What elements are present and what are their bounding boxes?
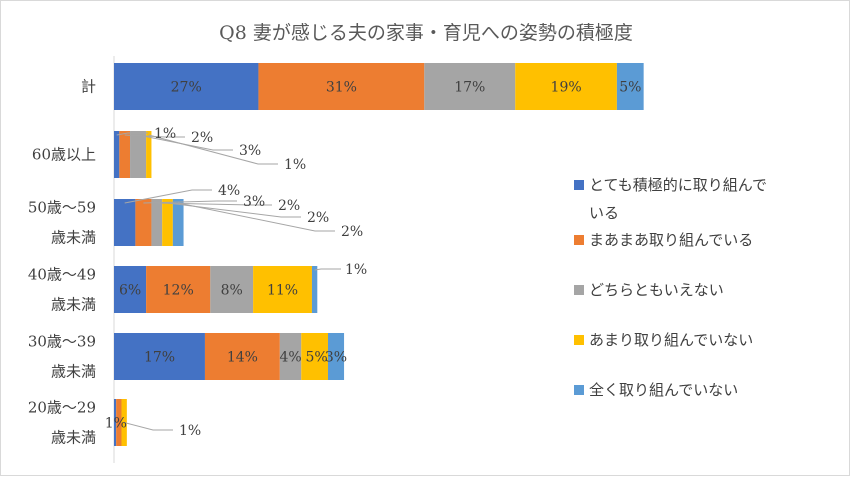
data-label: 2%: [341, 224, 363, 240]
bar-segment: [162, 199, 173, 246]
leader-line: [143, 200, 237, 204]
legend-swatch: [574, 285, 584, 295]
leader-line: [148, 134, 278, 165]
legend-label: まあまあ取り組んでいる: [589, 231, 753, 249]
category-label: 60歳以上: [32, 146, 96, 164]
data-label: 1%: [154, 126, 176, 142]
bar-segment: [119, 131, 131, 178]
data-label: 4%: [279, 350, 301, 366]
bar-segment: [258, 63, 425, 110]
category-label: 30歳～39: [28, 333, 96, 351]
category-label: 歳未満: [51, 229, 96, 247]
legend-label: 全く取り組んでいない: [589, 381, 738, 399]
data-label: 2%: [278, 198, 300, 214]
bar-segment: [515, 63, 617, 110]
data-label: 1%: [284, 157, 306, 173]
bar-segment: [114, 266, 147, 313]
data-label: 31%: [326, 80, 357, 96]
bar-segment: [253, 266, 312, 313]
data-label: 19%: [551, 80, 582, 96]
bar-segment: [328, 333, 345, 380]
bar-segment: [301, 333, 328, 380]
bar-segment: [279, 333, 302, 380]
data-label: 1%: [179, 423, 201, 439]
bar-segment: [114, 199, 136, 246]
data-label: 6%: [119, 283, 141, 299]
bar-segment: [146, 131, 152, 178]
data-label: 5%: [305, 350, 327, 366]
data-label: 3%: [239, 143, 261, 159]
leader-line: [124, 189, 212, 204]
data-label: 12%: [163, 283, 194, 299]
bar-segment: [114, 63, 259, 110]
bar-segment: [151, 199, 163, 246]
legend-swatch: [574, 335, 584, 345]
legend-label: あまり取り組んでいない: [589, 331, 753, 349]
category-label: 歳未満: [51, 363, 96, 381]
bar-segment: [146, 266, 211, 313]
leader-line: [124, 134, 185, 138]
leader-line: [178, 202, 335, 232]
bar-segment: [311, 266, 318, 313]
data-label: 3%: [243, 194, 265, 210]
leader-line: [138, 134, 233, 151]
category-label: 計: [81, 78, 96, 96]
bar-segment: [204, 333, 280, 380]
data-label: 4%: [218, 183, 240, 199]
bar-segment: [116, 399, 122, 446]
data-label: 2%: [307, 210, 329, 226]
category-label: 40歳～49: [28, 266, 96, 284]
data-label: 17%: [454, 80, 485, 96]
data-label: 1%: [345, 262, 367, 278]
category-label: 50歳～59: [28, 199, 96, 217]
legend-swatch: [574, 235, 584, 245]
data-label: 2%: [191, 130, 213, 146]
data-label: 3%: [325, 350, 347, 366]
chart-title: Q8 妻が感じる夫の家事・育児への姿勢の積極度: [219, 22, 633, 44]
bar-segment: [121, 399, 127, 446]
legend-label: どちらともいえない: [589, 281, 724, 299]
leader-line: [156, 202, 272, 206]
leader-line: [314, 268, 341, 271]
data-label: 27%: [171, 80, 202, 96]
bar-segment: [114, 131, 120, 178]
legend-label: いる: [589, 204, 619, 222]
legend-swatch: [574, 180, 584, 190]
leader-line: [167, 202, 301, 218]
data-label: 14%: [227, 350, 258, 366]
category-label: 歳未満: [51, 429, 96, 447]
data-label: 11%: [267, 283, 298, 299]
data-label: 5%: [619, 80, 641, 96]
data-label: 17%: [144, 350, 175, 366]
legend-label: とても積極的に取り組んで: [589, 176, 767, 194]
data-label: 1%: [105, 416, 127, 432]
category-label: 歳未満: [51, 296, 96, 314]
leader-line: [124, 422, 173, 431]
bar-segment: [172, 199, 184, 246]
bar-segment: [210, 266, 254, 313]
bar-segment: [114, 333, 205, 380]
category-label: 20歳～29: [28, 399, 96, 417]
bar-segment: [130, 131, 147, 178]
bar-segment: [114, 399, 117, 446]
bar-segment: [616, 63, 644, 110]
data-label: 8%: [221, 283, 243, 299]
legend-swatch: [574, 385, 584, 395]
bar-segment: [135, 199, 152, 246]
bar-segment: [424, 63, 516, 110]
leader-line: [116, 132, 148, 136]
